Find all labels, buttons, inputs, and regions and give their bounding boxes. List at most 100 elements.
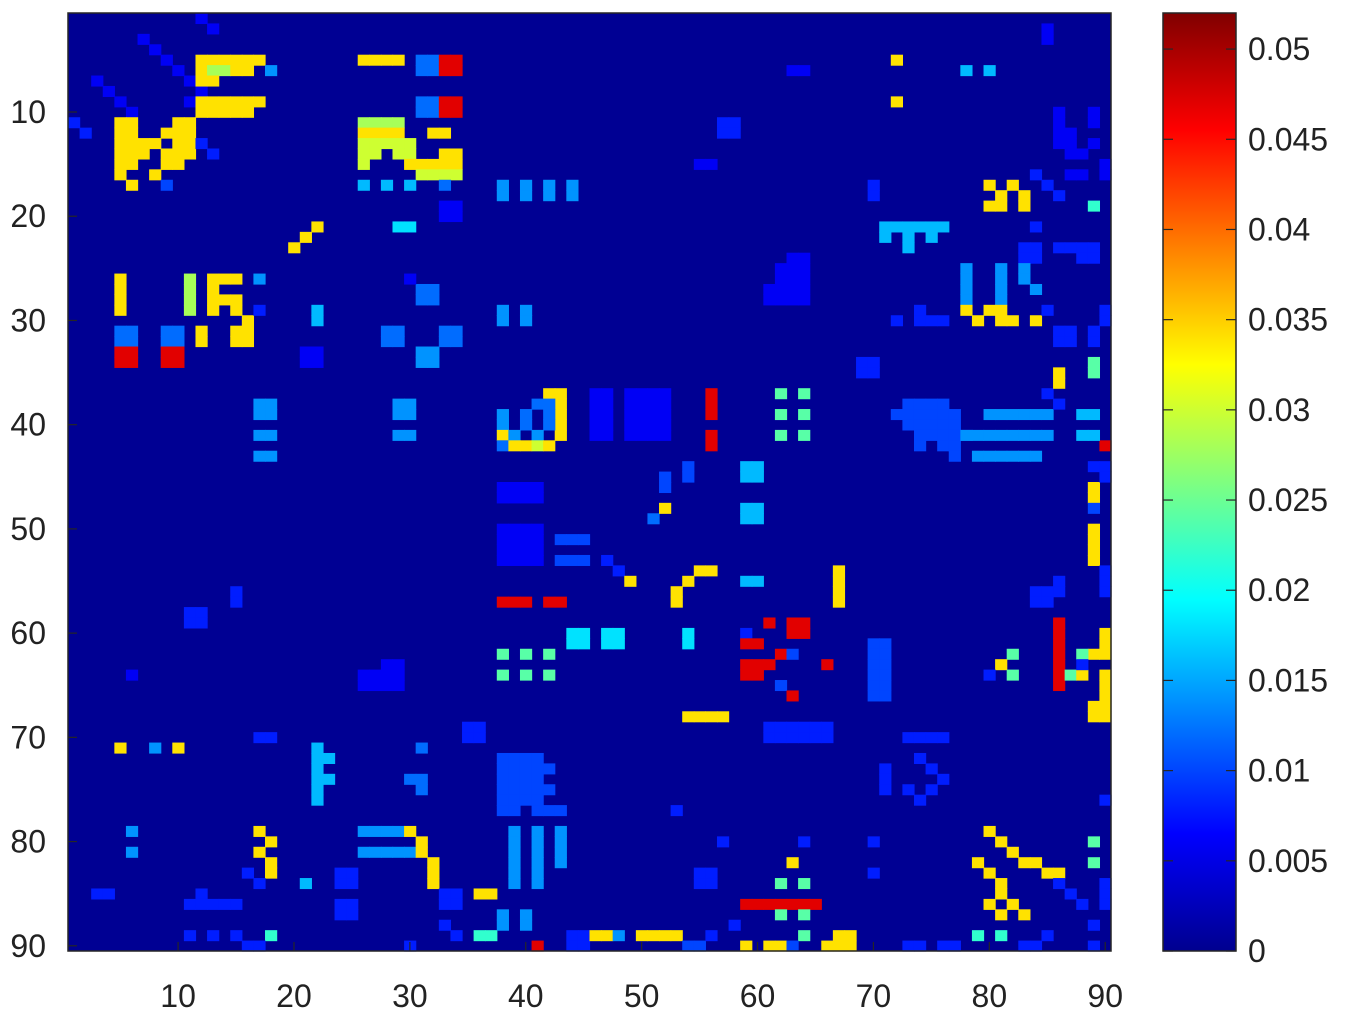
- heatmap-cell: [1099, 794, 1112, 806]
- heatmap-cell: [1053, 127, 1066, 139]
- heatmap-cell: [647, 429, 660, 441]
- heatmap-cell: [798, 273, 811, 285]
- heatmap-cell: [705, 388, 718, 400]
- heatmap-cell: [960, 294, 973, 306]
- heatmap-cell: [380, 138, 394, 150]
- heatmap-cell: [125, 117, 139, 129]
- heatmap-cell: [601, 429, 614, 441]
- heatmap-cell: [369, 148, 382, 160]
- heatmap-cell: [554, 419, 567, 431]
- heatmap-cell: [589, 409, 602, 421]
- heatmap-cell: [380, 336, 394, 348]
- heatmap-cell: [450, 54, 463, 66]
- heatmap-cell: [716, 836, 730, 848]
- heatmap-cell: [438, 179, 452, 191]
- heatmap-cell: [740, 898, 753, 910]
- heatmap-cell: [496, 919, 509, 931]
- heatmap-cell: [612, 627, 625, 639]
- heatmap-cell: [125, 336, 139, 348]
- heatmap-cell: [1076, 898, 1089, 910]
- heatmap-cell: [659, 930, 672, 942]
- heatmap-cell: [195, 325, 208, 337]
- heatmap-cell: [1087, 429, 1101, 441]
- y-tick-label: 20: [10, 198, 46, 234]
- heatmap-cell: [1099, 669, 1112, 681]
- heatmap-cell: [740, 627, 753, 639]
- heatmap-cell: [983, 65, 996, 77]
- heatmap-cell: [68, 117, 81, 129]
- heatmap-cell: [438, 54, 452, 66]
- heatmap-cell: [380, 117, 394, 129]
- heatmap-cell: [125, 158, 139, 170]
- heatmap-cell: [172, 65, 185, 77]
- heatmap-cell: [450, 336, 463, 348]
- heatmap-cell: [566, 190, 579, 202]
- heatmap-cell: [125, 825, 139, 837]
- heatmap-cell: [774, 898, 788, 910]
- heatmap-cell: [508, 836, 521, 848]
- colorbar-tick-label: 0.035: [1248, 302, 1328, 338]
- heatmap-cell: [531, 805, 544, 817]
- heatmap-cell: [1087, 544, 1101, 556]
- heatmap-cell: [1006, 409, 1019, 421]
- heatmap-cell: [740, 575, 753, 587]
- heatmap-cell: [1099, 898, 1112, 910]
- heatmap-cell: [496, 669, 509, 681]
- heatmap-cell: [774, 680, 788, 692]
- heatmap-cell: [519, 482, 533, 494]
- heatmap-cell: [149, 138, 162, 150]
- heatmap-cell: [311, 315, 324, 327]
- heatmap-cell: [508, 825, 521, 837]
- heatmap-cell: [1087, 325, 1101, 337]
- heatmap-cell: [1006, 179, 1019, 191]
- heatmap-cell: [369, 138, 382, 150]
- heatmap-cell: [380, 846, 394, 858]
- heatmap-cell: [207, 930, 220, 942]
- y-tick-label: 90: [10, 928, 46, 964]
- heatmap-cell: [508, 440, 521, 452]
- heatmap-cell: [659, 429, 672, 441]
- heatmap-cell: [937, 221, 950, 233]
- heatmap-cell: [832, 586, 846, 598]
- heatmap-cell: [496, 909, 509, 921]
- heatmap-cell: [265, 429, 278, 441]
- heatmap-cell: [913, 794, 927, 806]
- y-tick-label: 30: [10, 302, 46, 338]
- heatmap-cell: [1076, 429, 1089, 441]
- heatmap-cell: [995, 909, 1008, 921]
- heatmap-cell: [983, 825, 996, 837]
- heatmap-cell: [195, 96, 208, 108]
- heatmap-cell: [149, 169, 162, 181]
- heatmap-cell: [821, 659, 834, 671]
- heatmap-cell: [867, 669, 880, 681]
- heatmap-cell: [751, 898, 764, 910]
- heatmap-cell: [519, 784, 533, 796]
- heatmap-cell: [624, 409, 637, 421]
- heatmap-cell: [519, 794, 533, 806]
- heatmap-cell: [1029, 596, 1043, 608]
- heatmap-cell: [415, 54, 428, 66]
- heatmap-cell: [659, 502, 672, 514]
- heatmap-cell: [1053, 659, 1066, 671]
- heatmap-cell: [404, 138, 417, 150]
- heatmap-cell: [230, 930, 243, 942]
- heatmap-cell: [241, 336, 255, 348]
- heatmap-cell: [241, 940, 255, 952]
- heatmap-cell: [948, 409, 961, 421]
- heatmap-cell: [995, 888, 1008, 900]
- heatmap-cell: [1099, 471, 1112, 483]
- heatmap-cell: [450, 211, 463, 223]
- heatmap-cell: [415, 65, 428, 77]
- heatmap-cell: [311, 356, 324, 368]
- heatmap-cell: [995, 294, 1008, 306]
- heatmap-cell: [462, 721, 475, 733]
- heatmap-cell: [948, 440, 961, 452]
- heatmap-cell: [612, 565, 625, 577]
- heatmap-cell: [438, 96, 452, 108]
- heatmap-cell: [913, 429, 927, 441]
- heatmap-cell: [740, 638, 753, 650]
- heatmap-cell: [659, 398, 672, 410]
- heatmap-cell: [1099, 648, 1112, 660]
- heatmap-cell: [1053, 617, 1066, 629]
- heatmap-cell: [566, 627, 579, 639]
